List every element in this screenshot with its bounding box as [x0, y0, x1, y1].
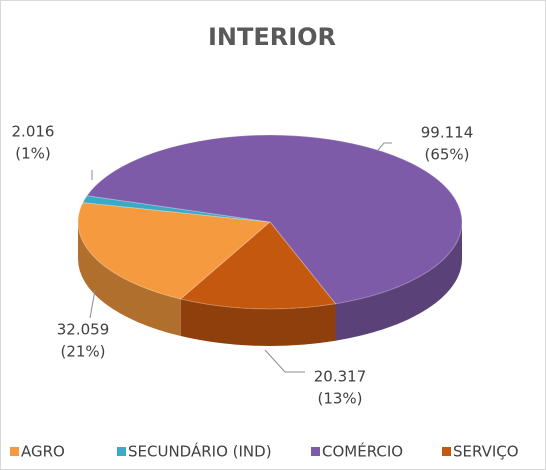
leader-line [377, 142, 392, 151]
slice [77, 202, 272, 300]
data-label: 32.059 [57, 321, 110, 339]
data-label: 2.016 [12, 123, 55, 141]
percent-label: (13%) [317, 390, 362, 408]
legend-label: SECUNDÁRIO (IND) [128, 442, 272, 461]
chart-title: INTERIOR [208, 23, 336, 51]
legend-swatch [442, 447, 451, 456]
legend-label: COMÉRCIO [322, 442, 403, 461]
legend-swatch [117, 447, 126, 456]
leader-line [264, 349, 305, 373]
slice-side [78, 222, 181, 337]
percent-label: (21%) [60, 343, 105, 361]
slice-side [335, 222, 462, 341]
data-label: 20.317 [314, 368, 367, 386]
leader-lines [89, 142, 392, 373]
slice [179, 221, 337, 310]
data-label: 99.114 [421, 124, 474, 142]
slice-side [180, 299, 336, 346]
legend-swatch [10, 447, 19, 456]
leader-line [89, 289, 96, 319]
slice [82, 195, 271, 223]
legend-swatch [311, 447, 320, 456]
percent-label: (1%) [15, 145, 51, 163]
legend-label: AGRO [21, 443, 65, 461]
percent-label: (65%) [424, 146, 469, 164]
slice [86, 134, 463, 305]
legend-label: SERVIÇO [453, 443, 519, 461]
